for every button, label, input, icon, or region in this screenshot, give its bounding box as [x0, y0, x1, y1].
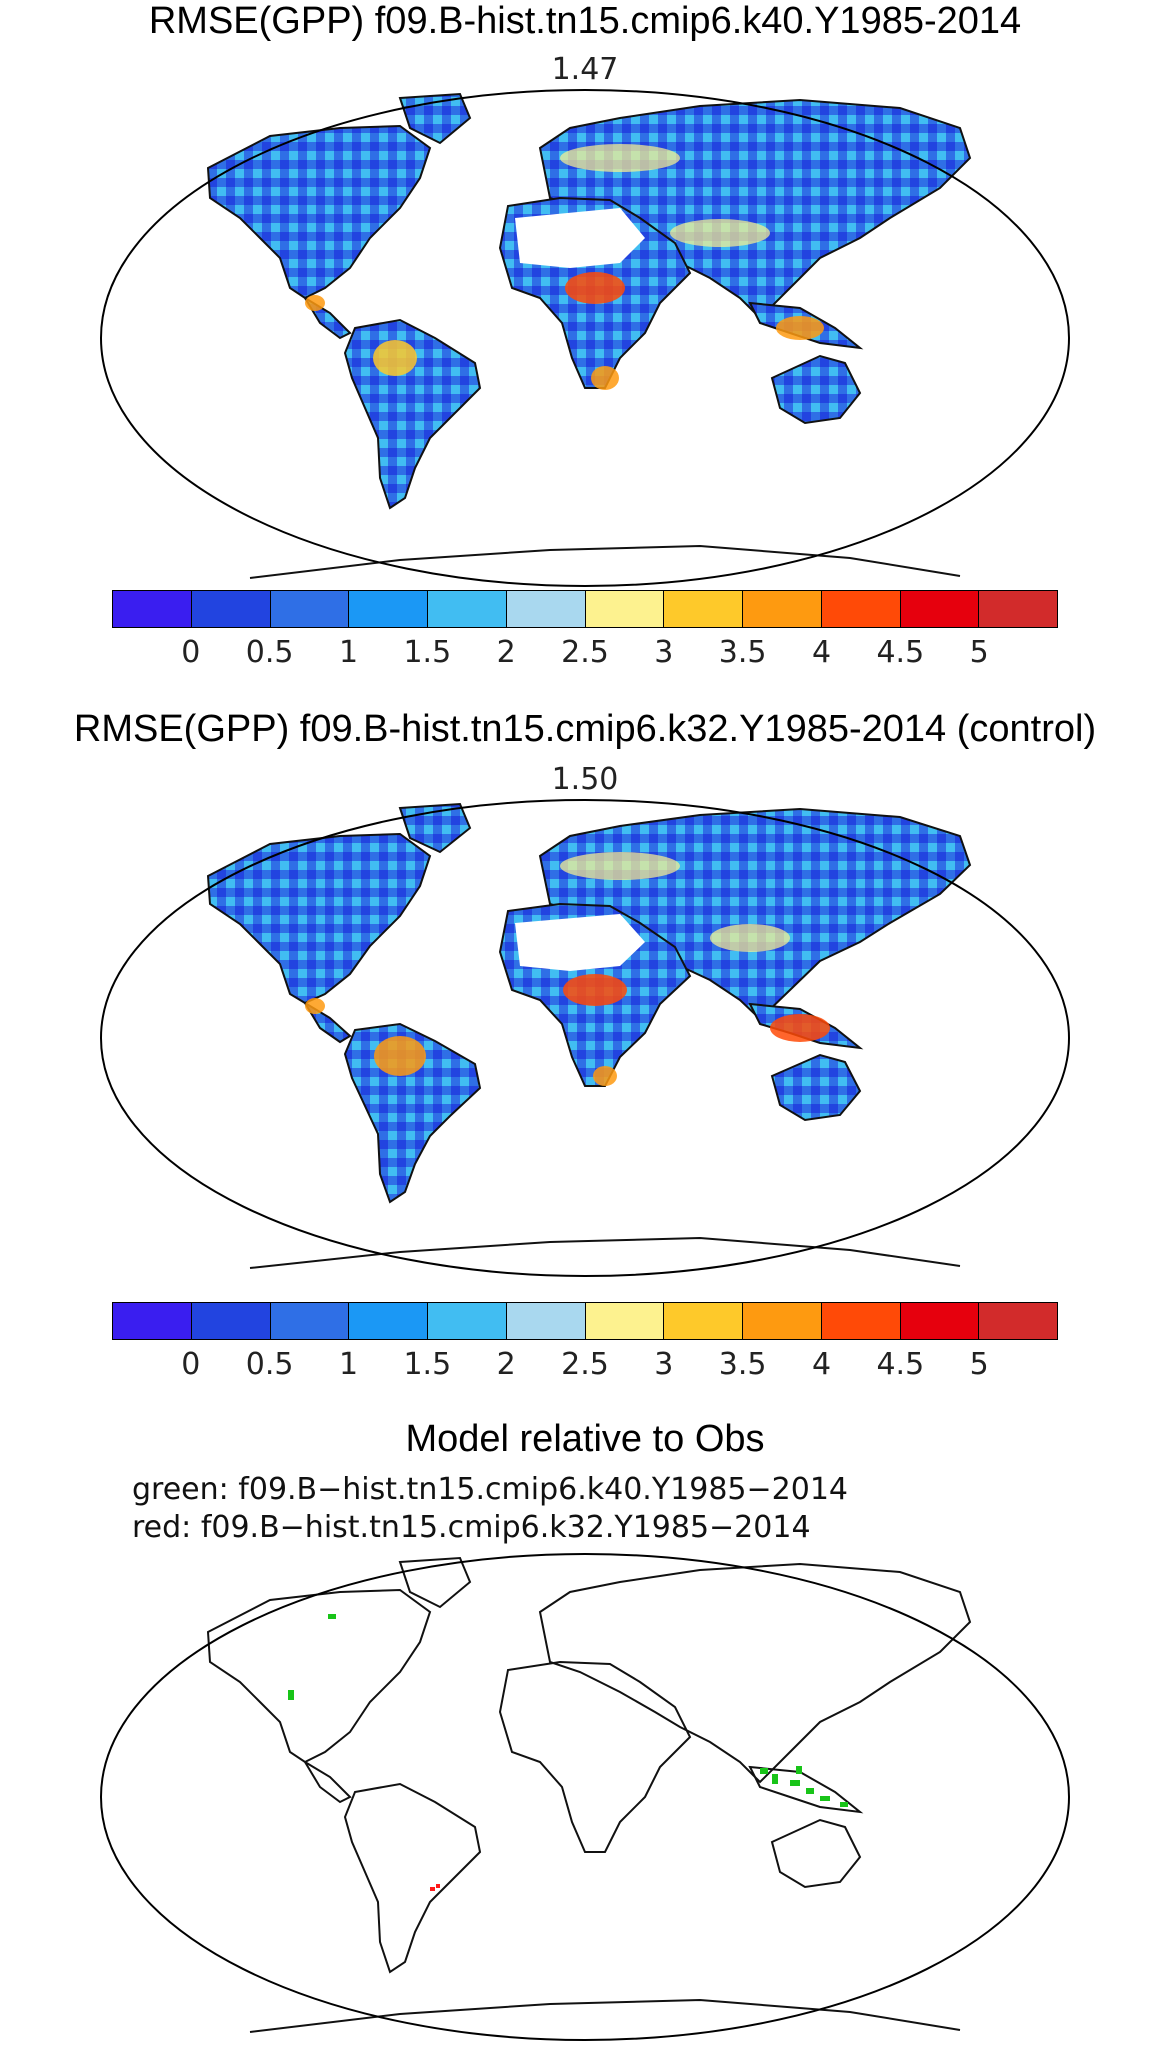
panel2-title: RMSE(GPP) f09.B-hist.tn15.cmip6.k32.Y198… — [73, 708, 1097, 750]
colorbar-tick: 0 — [181, 1347, 201, 1382]
colorbar-tick: 0.5 — [245, 1347, 294, 1382]
panel3-legend-green: green: f09.B−hist.tn15.cmip6.k40.Y1985−2… — [132, 1472, 849, 1507]
colorbar-tick: 2.5 — [561, 1347, 609, 1382]
colorbar-tick: 4.5 — [876, 1347, 925, 1382]
antarctica — [249, 1998, 961, 2033]
colorbar-tick: 1 — [338, 1347, 359, 1382]
panel2-map — [100, 799, 1070, 1277]
panel1-map — [100, 89, 1070, 587]
panel2-colorbar — [112, 1302, 1058, 1340]
red-better-cells — [430, 1884, 440, 1891]
north-america — [206, 124, 432, 300]
colorbar-tick: 2.5 — [561, 635, 609, 670]
colorbar-bin — [191, 1303, 271, 1339]
colorbar-tick: 2 — [496, 635, 516, 670]
colorbar-bin — [900, 1303, 980, 1339]
colorbar-bin — [585, 1303, 665, 1339]
colorbar-tick: 5 — [969, 635, 989, 670]
colorbar-tick: 3 — [654, 1347, 674, 1382]
colorbar-bin — [821, 1303, 901, 1339]
north-america — [206, 1588, 432, 1764]
colorbar-tick: 2 — [496, 1347, 516, 1382]
central-america — [304, 1761, 352, 1804]
colorbar-bin — [743, 591, 822, 627]
colorbar-bin — [349, 591, 428, 627]
colorbar-bin — [979, 1303, 1057, 1339]
colorbar-tick: 1 — [338, 635, 359, 670]
coastlines — [206, 1556, 972, 2033]
colorbar-tick: 0 — [181, 635, 201, 670]
colorbar-bin — [506, 1303, 586, 1339]
south-america — [343, 1782, 482, 1974]
colorbar-tick: 3.5 — [718, 635, 767, 670]
panel3-legend-red: red: f09.B−hist.tn15.cmip6.k32.Y1985−201… — [132, 1510, 811, 1545]
panel1-colorbar — [112, 590, 1058, 628]
north-america — [206, 832, 432, 1005]
moderate-error-band — [560, 144, 770, 247]
panel2-colorbar-ticks: 0 0.5 1 1.5 2 2.5 3 3.5 4 4.5 5 — [112, 1347, 1058, 1383]
australia — [770, 1818, 862, 1889]
antarctica — [249, 544, 961, 579]
colorbar-tick: 3 — [654, 635, 674, 670]
colorbar-bin — [428, 591, 507, 627]
colorbar-tick: 1.5 — [403, 1347, 452, 1382]
colorbar-tick: 5 — [969, 1347, 989, 1382]
panel1-colorbar-ticks: 0 0.5 1 1.5 2 2.5 3 3.5 4 4.5 5 — [112, 635, 1058, 671]
green-better-cells — [288, 1614, 848, 1807]
colorbar-bin — [270, 591, 350, 627]
colorbar-bin — [270, 1303, 350, 1339]
colorbar-bin — [585, 591, 665, 627]
greenland — [398, 802, 472, 854]
colorbar-bin — [900, 591, 980, 627]
eurasia — [538, 1562, 972, 1784]
colorbar-bin — [349, 1303, 428, 1339]
africa — [498, 1660, 692, 1853]
panel1-title: RMSE(GPP) f09.B-hist.tn15.cmip6.k40.Y198… — [148, 0, 1022, 42]
high-error-spots — [305, 974, 830, 1086]
colorbar-bin — [979, 591, 1057, 627]
greenland — [398, 1556, 472, 1609]
antarctica — [249, 1236, 961, 1269]
south-america — [343, 1022, 482, 1204]
colorbar-bin — [821, 591, 901, 627]
colorbar-bin — [664, 591, 743, 627]
panel3-title: Model relative to Obs — [405, 1418, 765, 1460]
map-boundary — [100, 799, 1070, 1277]
colorbar-bin — [506, 591, 586, 627]
sahara-missing — [515, 208, 645, 268]
colorbar-tick: 1.5 — [403, 635, 452, 670]
australia — [770, 1053, 862, 1122]
colorbar-tick: 4 — [811, 1347, 832, 1382]
southeast-asia — [748, 1765, 864, 1814]
sahara-missing — [515, 914, 645, 971]
map-boundary — [100, 1553, 1070, 2041]
map-boundary — [100, 89, 1070, 587]
panel1-value: 1.47 — [551, 52, 619, 87]
colorbar-tick: 0.5 — [245, 635, 294, 670]
colorbar-tick: 4.5 — [876, 635, 925, 670]
panel3-map — [100, 1553, 1070, 2041]
colorbar-bin — [191, 591, 271, 627]
colorbar-bin — [428, 1303, 507, 1339]
colorbar-bin — [113, 1303, 192, 1339]
colorbar-tick: 4 — [811, 635, 832, 670]
moderate-error-band — [560, 852, 790, 952]
colorbar-bin — [664, 1303, 743, 1339]
australia — [770, 354, 862, 425]
colorbar-tick: 3.5 — [718, 1347, 767, 1382]
high-error-spots — [305, 272, 824, 390]
panel2-value: 1.50 — [551, 762, 619, 797]
colorbar-bin — [743, 1303, 822, 1339]
colorbar-bin — [113, 591, 192, 627]
